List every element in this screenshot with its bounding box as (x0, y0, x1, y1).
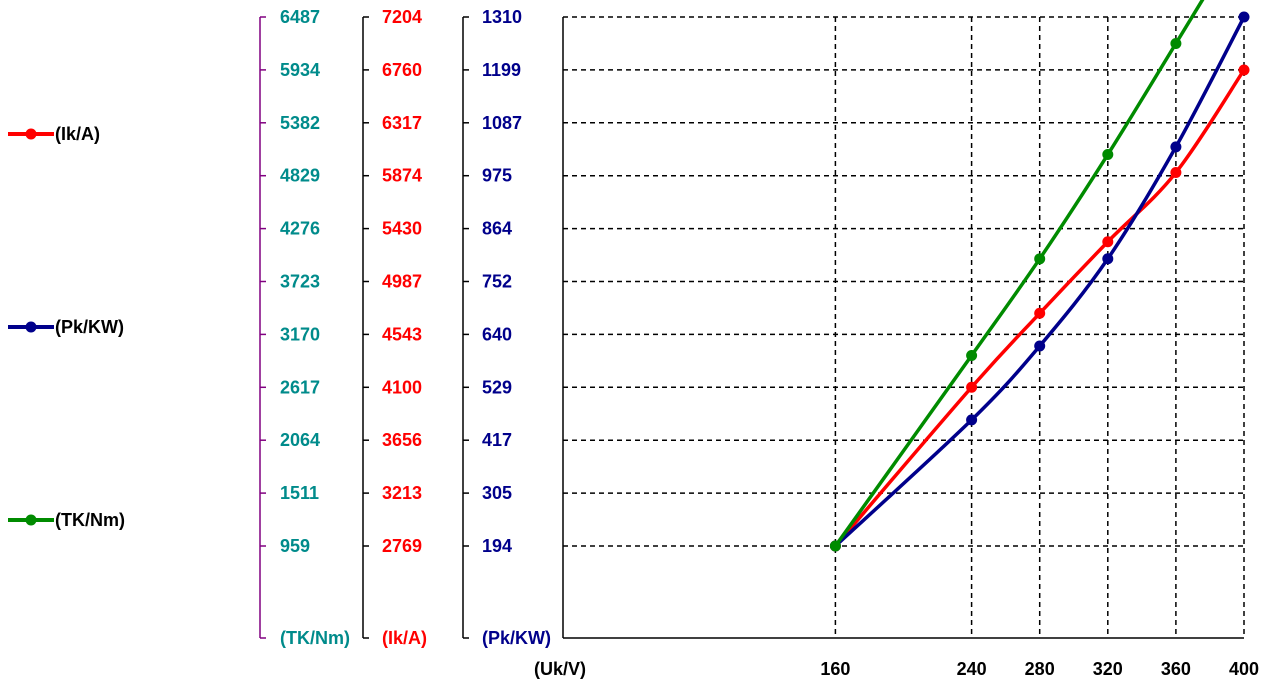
y-tick-label-pk: 640 (482, 324, 512, 344)
y-tick-label-tk: 3723 (280, 272, 320, 292)
legend-swatch-marker (25, 128, 37, 140)
y-tick-label-tk: 2617 (280, 377, 320, 397)
series-line-tk (833, 0, 1205, 548)
y-tick-label-pk: 752 (482, 272, 512, 292)
y-tick-label-pk: 305 (482, 483, 512, 503)
y-tick-label-pk: 864 (482, 219, 512, 239)
data-point-pk (1102, 253, 1114, 265)
y-tick-label-ik: 7204 (382, 7, 422, 27)
legend-label: (Pk/KW) (55, 317, 124, 337)
x-tick-label: 160 (820, 659, 850, 679)
legend-swatch-marker (25, 514, 37, 526)
y-tick-label-ik: 5874 (382, 166, 422, 186)
axis-label-pk: (Pk/KW) (482, 628, 551, 648)
y-tick-label-tk: 2064 (280, 430, 320, 450)
x-tick-label: 320 (1093, 659, 1123, 679)
data-point-pk (1170, 141, 1182, 153)
y-tick-label-pk: 417 (482, 430, 512, 450)
data-point-tk (829, 540, 841, 552)
x-tick-label: 280 (1025, 659, 1055, 679)
data-point-pk (1034, 340, 1046, 352)
y-tick-label-ik: 6317 (382, 113, 422, 133)
data-point-ik (1238, 64, 1250, 76)
y-tick-label-pk: 975 (482, 166, 512, 186)
x-tick-label: 400 (1229, 659, 1259, 679)
y-tick-label-tk: 959 (280, 536, 310, 556)
series-lines (829, 0, 1250, 552)
data-point-pk (966, 414, 978, 426)
x-tick-label: 240 (957, 659, 987, 679)
data-point-tk (1102, 149, 1114, 161)
y-tick-label-pk: 1087 (482, 113, 522, 133)
y-tick-label-pk: 529 (482, 377, 512, 397)
y-tick-label-tk: 5934 (280, 60, 320, 80)
y-tick-label-tk: 6487 (280, 7, 320, 27)
y-tick-label-tk: 1511 (280, 483, 319, 503)
legend-label: (TK/Nm) (55, 510, 125, 530)
y-tick-label-pk: 194 (482, 536, 512, 556)
y-tick-label-ik: 2769 (382, 536, 422, 556)
y-tick-label-tk: 3170 (280, 324, 320, 344)
y-tick-label-pk: 1199 (482, 60, 521, 80)
y-tick-label-ik: 4543 (382, 324, 422, 344)
data-point-ik (966, 381, 978, 393)
x-axis-label: (Uk/V) (534, 659, 586, 679)
data-point-ik (1102, 236, 1114, 248)
series-line-ik (834, 68, 1246, 548)
y-tick-label-tk: 5382 (280, 113, 320, 133)
axis-label-tk: (TK/Nm) (280, 628, 350, 648)
x-tick-label: 360 (1161, 659, 1191, 679)
axis-label-ik: (Ik/A) (382, 628, 427, 648)
y-tick-label-tk: 4276 (280, 219, 320, 239)
y-tick-label-ik: 4100 (382, 377, 422, 397)
y-tick-label-ik: 5430 (382, 219, 422, 239)
axes: 160 240 280 320 360 400 (Uk/V) 959 1511 2064 2617 3… (259, 7, 1259, 679)
legend: (Ik/A) (Pk/KW) (TK/Nm) (8, 124, 125, 530)
y-tick-label-ik: 6760 (382, 60, 422, 80)
data-point-tk (966, 349, 978, 361)
grid (562, 16, 1245, 639)
y-tick-label-ik: 3213 (382, 483, 422, 503)
y-tick-label-tk: 4829 (280, 166, 320, 186)
legend-label: (Ik/A) (55, 124, 100, 144)
data-point-tk (1034, 253, 1046, 265)
y-tick-label-ik: 3656 (382, 430, 422, 450)
series-line-pk (834, 16, 1246, 548)
data-point-pk (1238, 11, 1250, 23)
data-point-ik (1170, 167, 1182, 179)
y-tick-label-pk: 1310 (482, 7, 522, 27)
data-point-ik (1034, 307, 1046, 319)
y-tick-label-ik: 4987 (382, 272, 422, 292)
legend-swatch-marker (25, 321, 37, 333)
data-point-tk (1170, 38, 1182, 50)
